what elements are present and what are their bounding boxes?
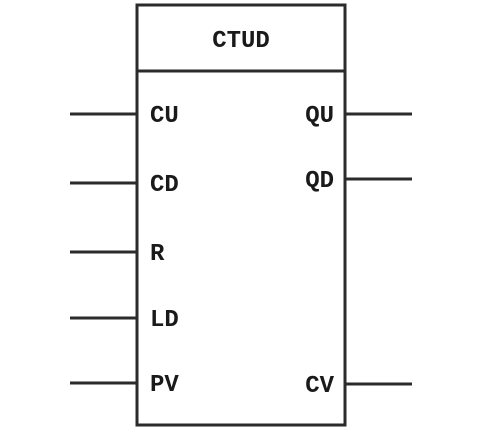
output-pin-qd: QD [305, 168, 412, 195]
input-label-cd: CD [150, 172, 179, 199]
input-pin-cu: CU [70, 103, 179, 130]
input-label-r: R [150, 241, 165, 268]
input-label-cu: CU [150, 103, 179, 130]
block-title: CTUD [212, 28, 270, 55]
input-pin-cd: CD [70, 172, 179, 199]
input-label-ld: LD [150, 307, 179, 334]
output-pin-cv: CV [305, 373, 412, 400]
function-block-body [135, 3, 347, 427]
output-label-cv: CV [305, 373, 334, 400]
input-pin-pv: PV [70, 372, 179, 399]
input-label-pv: PV [150, 372, 179, 399]
output-pin-qu: QU [305, 103, 412, 130]
input-pin-ld: LD [70, 307, 179, 334]
input-pin-r: R [70, 241, 165, 268]
output-label-qu: QU [305, 103, 334, 130]
output-label-qd: QD [305, 168, 334, 195]
